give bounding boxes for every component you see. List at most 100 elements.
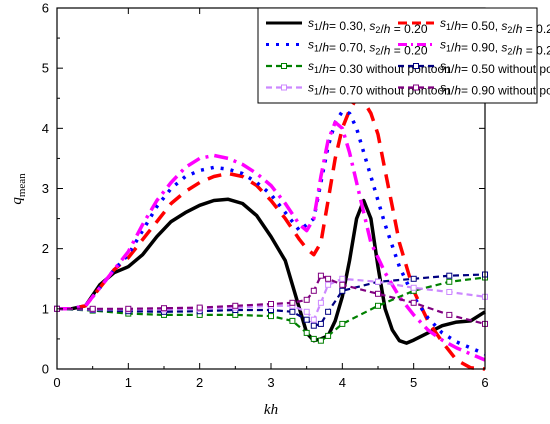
legend-label-subscript: 1	[314, 65, 319, 75]
legend-label-part: /	[319, 41, 323, 55]
series-7-marker	[339, 275, 346, 282]
legend-label-part: /	[451, 84, 455, 98]
legend-label-part: s	[369, 19, 375, 33]
y-axis-label: qmean	[9, 173, 28, 205]
legend-label-part: s	[308, 59, 314, 73]
legend-item-8: s1/h= 0.90 without pontoon	[398, 81, 550, 98]
legend-swatch-marker	[281, 63, 287, 69]
series-5-marker	[317, 337, 324, 344]
y-tick-label: 5	[42, 61, 49, 76]
series-6-marker	[303, 316, 310, 323]
legend-label-part: = 0.90,	[461, 41, 501, 55]
legend-label: s1/h= 0.50, s2/h = 0.20	[440, 16, 550, 36]
y-tick-label: 4	[42, 121, 49, 136]
series-8-marker	[317, 272, 324, 279]
legend-label-part: = 0.20	[390, 22, 427, 36]
legend-label-subscript: 1	[446, 22, 451, 32]
legend-label-part: s	[440, 38, 446, 52]
legend-label-part: = 0.70,	[329, 41, 369, 55]
series-7-marker	[410, 284, 417, 291]
series-8-marker	[289, 299, 296, 306]
series-6-marker	[317, 320, 324, 327]
legend-label-part: = 0.30 without pontoon	[329, 62, 451, 76]
legend-box	[257, 7, 538, 104]
legend-label: s1/h= 0.30, s2/h = 0.20	[308, 16, 428, 36]
x-tick-label: 6	[481, 375, 488, 390]
legend-label-part: = 0.50 without pontoon	[461, 62, 550, 76]
legend-label: s1/h= 0.30 without pontoon	[308, 59, 451, 76]
series-5-marker	[232, 311, 239, 318]
x-tick-label: 2	[196, 375, 203, 390]
y-tick-label: 0	[42, 362, 49, 377]
legend-label-part: s	[308, 38, 314, 52]
legend-label: s1/h= 0.90, s2/h = 0.20	[440, 38, 550, 58]
legend-label-part: s	[501, 19, 507, 33]
legend-label: s1/h= 0.70 without pontoon	[308, 81, 451, 98]
legend-label-subscript: 1	[446, 44, 451, 54]
series-2-line	[57, 96, 486, 371]
legend-label-part: h	[454, 62, 461, 76]
legend-label-part: /	[319, 62, 323, 76]
series-6-marker	[339, 287, 346, 294]
y-axis-label-main: q	[9, 197, 25, 205]
legend-label-part: = 0.20	[522, 22, 550, 36]
y-tick-label: 1	[42, 301, 49, 316]
legend-label-part: h	[384, 44, 391, 58]
legend-label-part: /	[380, 22, 384, 36]
legend-label-part: /	[451, 62, 455, 76]
series-5-marker	[268, 313, 274, 320]
legend: s1/h= 0.30, s2/h = 0.20 s1/h= 0.50, s2/h …	[257, 7, 550, 104]
legend-label-part: s	[440, 59, 446, 73]
legend-label-subscript: 1	[314, 22, 319, 32]
series-8-marker	[268, 301, 274, 307]
series-5-marker	[446, 278, 453, 285]
legend-label-part: s	[440, 16, 446, 30]
tick-layer: 0 1 2 3 4 5 6 0 1 2 3 4 5 6	[42, 1, 489, 391]
legend-label: s1/h= 0.70, s2/h = 0.20	[308, 38, 428, 58]
legend-label-part: /	[319, 19, 323, 33]
series-6-marker	[325, 308, 332, 315]
legend-swatch-marker	[281, 84, 287, 91]
series-8-marker	[446, 311, 453, 318]
x-tick-label: 4	[339, 375, 346, 390]
series-6-marker	[410, 275, 417, 282]
legend-label-part: s	[501, 41, 507, 55]
legend-label-subscript: 1	[314, 44, 319, 54]
series-7-marker	[303, 308, 310, 315]
legend-label-part: s	[369, 41, 375, 55]
legend-label-part: /	[380, 44, 384, 58]
legend-label-part: = 0.90 without pontoon	[461, 84, 550, 98]
series-8-marker	[339, 281, 346, 288]
series-7-marker	[317, 299, 324, 306]
y-tick-label: 3	[42, 181, 49, 196]
y-tick-label: 6	[42, 1, 49, 16]
legend-label-part: /	[512, 44, 516, 58]
legend-label-part: s	[308, 81, 314, 95]
x-axis-label: kh	[264, 402, 278, 418]
series-2	[57, 96, 486, 371]
legend-label-part: = 0.20	[522, 44, 550, 58]
legend-label-subscript: 2	[375, 25, 380, 35]
series-7-marker	[446, 289, 453, 295]
legend-label-subscript: 1	[446, 87, 451, 97]
x-tick-label: 0	[53, 375, 60, 390]
series-5-marker	[289, 317, 296, 324]
series-7-marker	[375, 278, 381, 285]
series-5-marker	[375, 302, 381, 309]
y-tick-label: 2	[42, 241, 49, 256]
series-6-marker	[289, 308, 296, 315]
series-layer	[54, 96, 488, 371]
legend-label-part: s	[440, 81, 446, 95]
legend-label-part: /	[451, 41, 455, 55]
x-tick-label: 3	[267, 375, 274, 390]
legend-label-part: = 0.50,	[461, 19, 501, 33]
legend-label-part: h	[322, 62, 329, 76]
legend-item-2: s1/h= 0.50, s2/h = 0.20	[398, 16, 550, 36]
series-8-marker	[232, 302, 239, 309]
legend-label-part: h	[384, 22, 391, 36]
series-5-marker	[339, 320, 346, 327]
legend-label-part: h	[454, 84, 461, 98]
series-7-marker	[325, 281, 332, 288]
legend-label-part: h	[516, 22, 523, 36]
